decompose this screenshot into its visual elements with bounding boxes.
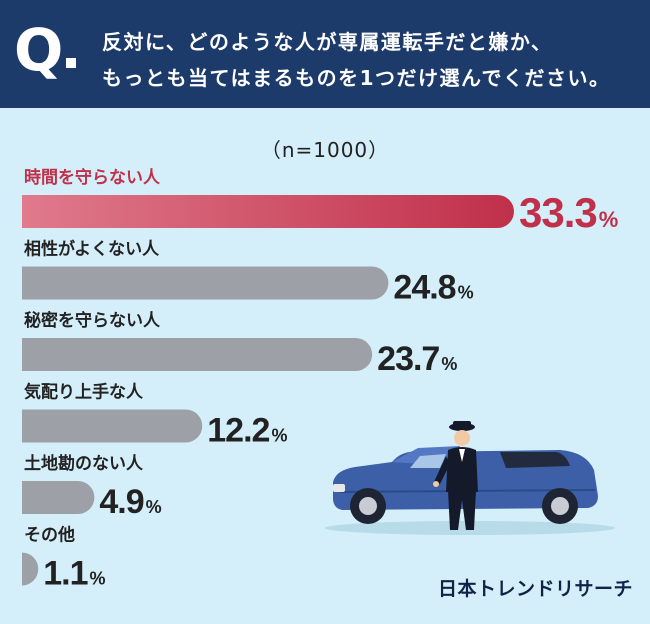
value-label-0: 33.3% [519, 189, 618, 236]
brand-logo: 日本トレンドリサーチ [438, 578, 634, 600]
bar-0 [22, 195, 514, 228]
value-label-5: 1.1% [43, 555, 105, 593]
question-mark-dot [66, 58, 76, 68]
bar-1 [22, 266, 389, 300]
question-line-2: もっとも当てはまるものを1つだけ選んでください。 [102, 66, 611, 90]
value-label-1: 24.8% [393, 269, 473, 307]
category-label-1: 相性がよくない人 [24, 239, 160, 260]
bar-3 [22, 409, 203, 443]
category-label-5: その他 [24, 525, 75, 546]
bar-5 [22, 552, 39, 586]
question-line-1: 反対に、どのような人が専属運転手だと嫌か、 [102, 30, 553, 54]
value-label-2: 23.7% [377, 340, 457, 378]
category-label-4: 土地勘のない人 [24, 453, 144, 474]
sample-size-label: （n=1000） [260, 138, 390, 162]
value-label-3: 12.2% [207, 412, 287, 450]
bar-4 [22, 481, 95, 514]
question-mark: Q [14, 16, 63, 84]
category-label-2: 秘密を守らない人 [24, 310, 161, 331]
bar-2 [22, 338, 373, 371]
category-label-3: 気配り上手な人 [23, 382, 144, 403]
value-label-4: 4.9% [99, 483, 161, 521]
category-label-0: 時間を守らない人 [24, 167, 161, 188]
question-header: Q 反対に、どのような人が専属運転手だと嫌か、 もっとも当てはまるものを1つだけ… [0, 0, 650, 108]
